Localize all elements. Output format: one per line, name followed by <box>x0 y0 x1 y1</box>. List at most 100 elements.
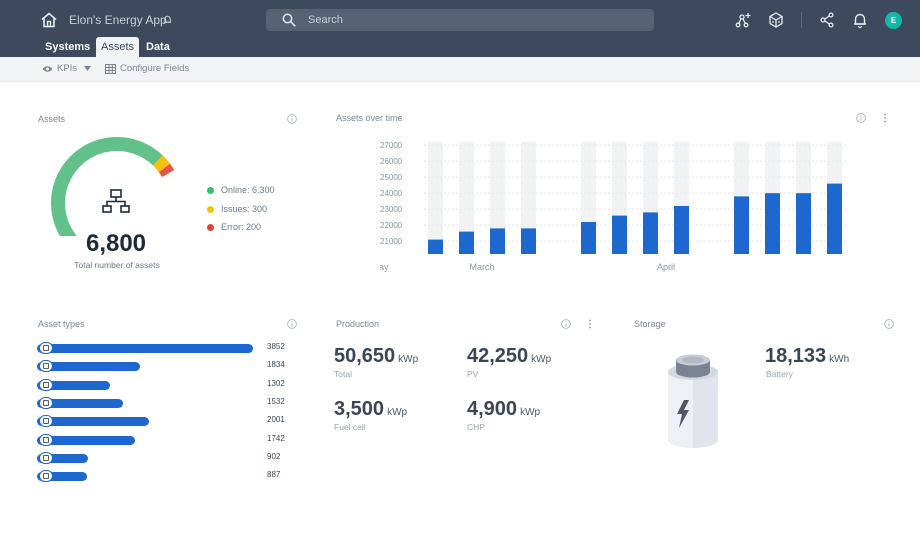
asset-type-bar <box>37 472 87 482</box>
y-tick-label: 21000 <box>380 237 403 246</box>
share-icon[interactable] <box>818 11 836 29</box>
asset-type-icon <box>39 415 53 428</box>
info-icon[interactable] <box>561 319 571 329</box>
bar-track <box>521 142 536 254</box>
search-box[interactable] <box>266 9 654 31</box>
chart-bar[interactable] <box>796 193 811 254</box>
kpi-value: 4,900 <box>467 398 518 420</box>
asset-type-value: 1532 <box>267 396 285 406</box>
asset-type-icon <box>39 451 53 464</box>
info-icon[interactable] <box>884 319 894 329</box>
home-icon[interactable] <box>40 11 58 29</box>
storage-battery-kpi: 18,133 kWh <box>765 345 849 368</box>
asset-type-value: 1302 <box>267 378 285 388</box>
production-total-kpi: 50,650 kWp <box>334 345 418 368</box>
sub-toolbar: KPIs Configure Fields <box>0 57 920 82</box>
search-input[interactable] <box>308 9 638 31</box>
gauge-issues-segment <box>152 155 171 173</box>
cubes-icon[interactable] <box>767 11 785 29</box>
tab-data[interactable]: Data <box>146 41 170 53</box>
configure-fields-button[interactable]: Configure Fields <box>105 63 189 74</box>
chart-bar[interactable] <box>490 228 505 254</box>
x-tick-label: March <box>469 262 494 272</box>
more-options-icon[interactable] <box>588 319 592 329</box>
asset-type-value: 887 <box>267 470 281 480</box>
bar-track <box>428 142 443 254</box>
notification-bell-icon[interactable] <box>162 14 173 25</box>
chart-bar[interactable] <box>674 206 689 254</box>
chart-bar[interactable] <box>581 222 596 254</box>
gauge-online-segment <box>51 137 163 236</box>
gauge-error-segment <box>158 163 175 178</box>
chart-bar[interactable] <box>765 193 780 254</box>
asset-type-row[interactable]: 1834 <box>37 360 297 373</box>
chart-bar[interactable] <box>827 183 842 254</box>
total-assets-caption: Total number of assets <box>74 260 160 270</box>
asset-type-row[interactable]: 1302 <box>37 378 297 391</box>
y-tick-label: 26000 <box>380 157 403 166</box>
asset-type-value: 3852 <box>267 342 285 351</box>
asset-type-row[interactable]: 887 <box>37 470 297 483</box>
legend-error: Error: 200 <box>207 222 261 232</box>
chart-bar[interactable] <box>521 228 536 254</box>
assets-over-time-chart: 27000 26000 25000 24000 23000 22000 21000 March… <box>380 141 846 272</box>
info-icon[interactable] <box>287 114 297 124</box>
y-tick-label: 27000 <box>380 141 403 150</box>
legend-online-label: Online: 6.300 <box>221 185 275 195</box>
asset-type-icon <box>39 433 53 446</box>
asset-type-value: 902 <box>267 451 281 461</box>
chart-bar[interactable] <box>459 231 474 254</box>
hierarchy-icon <box>102 189 130 213</box>
asset-type-icon <box>39 360 53 373</box>
kpi-unit: kWp <box>531 354 552 365</box>
chart-bar[interactable] <box>734 196 749 254</box>
asset-type-row[interactable]: 1742 <box>37 433 297 446</box>
asset-type-row[interactable]: 3852 <box>37 342 297 354</box>
battery-illustration <box>668 354 718 448</box>
asset-type-value: 2001 <box>267 415 285 425</box>
kpi-value: 50,650 <box>334 345 396 367</box>
info-icon[interactable] <box>856 113 866 123</box>
asset-type-icon <box>39 342 53 354</box>
error-dot <box>207 223 214 231</box>
asset-type-bar <box>37 380 110 390</box>
info-icon[interactable] <box>287 319 297 329</box>
asset-type-icon <box>39 470 53 483</box>
storage-unit: kWh <box>829 354 850 365</box>
assets-over-time-title: Assets over time <box>336 113 403 123</box>
asset-type-row[interactable]: 2001 <box>37 415 297 428</box>
configure-fields-label: Configure Fields <box>120 63 190 74</box>
caret-down-icon <box>84 66 92 71</box>
chart-bar[interactable] <box>612 215 627 254</box>
tab-systems[interactable]: Systems <box>45 41 91 53</box>
asset-type-icon <box>39 378 53 391</box>
chart-bar[interactable] <box>428 239 443 254</box>
kpi-unit: kWp <box>387 407 408 418</box>
top-bar: Elon's Energy App E Syste <box>0 0 920 57</box>
kpi-label: CHP <box>467 422 485 432</box>
y-tick-label: 23000 <box>380 205 403 214</box>
chart-bar[interactable] <box>643 212 658 254</box>
bell-icon[interactable] <box>851 11 869 29</box>
asset-types-title: Asset types <box>38 319 85 329</box>
kpis-dropdown[interactable]: KPIs <box>42 63 92 74</box>
asset-type-bar <box>37 453 88 463</box>
production-pv-kpi: 42,250 kWp <box>467 345 551 368</box>
asset-type-row[interactable]: 902 <box>37 451 297 464</box>
network-add-icon[interactable] <box>734 11 752 29</box>
asset-type-bar <box>37 344 253 353</box>
app-title[interactable]: Elon's Energy App <box>69 13 167 27</box>
storage-value: 18,133 <box>765 345 827 367</box>
x-tick-label: May <box>380 262 389 272</box>
storage-label: Battery <box>766 369 793 379</box>
lightning-icon <box>677 400 689 428</box>
toolbar-divider <box>801 12 802 28</box>
more-options-icon[interactable] <box>883 113 887 123</box>
avatar[interactable]: E <box>885 12 902 29</box>
production-chp-kpi: 4,900 kWp <box>467 398 540 421</box>
asset-type-row[interactable]: 1532 <box>37 396 297 409</box>
total-assets-value: 6,800 <box>85 230 147 257</box>
kpi-label: Total <box>334 369 352 379</box>
tab-assets[interactable]: Assets <box>96 37 140 57</box>
asset-type-bar <box>37 398 123 408</box>
